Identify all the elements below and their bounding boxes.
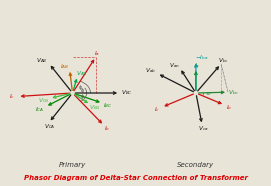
- Text: Primary: Primary: [59, 162, 86, 168]
- Text: $I_{b}$: $I_{b}$: [226, 103, 233, 112]
- Text: $V_{CN}$: $V_{CN}$: [38, 96, 50, 105]
- Text: Secondary: Secondary: [177, 162, 214, 168]
- Text: $V_{AB}$: $V_{AB}$: [36, 57, 47, 65]
- Text: $V_{BN}$: $V_{BN}$: [89, 103, 101, 111]
- Text: Phasor Diagram of Delta-Star Connection of Transformer: Phasor Diagram of Delta-Star Connection …: [24, 175, 247, 181]
- Text: 30°: 30°: [206, 92, 213, 96]
- Text: ϕ: ϕ: [79, 85, 82, 90]
- Text: $V_{ca}$: $V_{ca}$: [198, 124, 209, 133]
- Text: $V_{BC}$: $V_{BC}$: [121, 89, 132, 97]
- Text: ϕ: ϕ: [81, 88, 84, 93]
- Text: $I_{c}$: $I_{c}$: [154, 106, 160, 114]
- Text: $I_{a}$: $I_{a}$: [194, 61, 200, 70]
- Text: $-I_{ba}$: $-I_{ba}$: [195, 53, 208, 62]
- Text: $I_{c}$: $I_{c}$: [9, 92, 15, 101]
- Text: $I_{CA}$: $I_{CA}$: [36, 105, 45, 113]
- Text: $I_{a}$: $I_{a}$: [94, 49, 100, 58]
- Text: $V_{bc}$: $V_{bc}$: [218, 56, 229, 65]
- Text: $V_{ab}$: $V_{ab}$: [145, 67, 156, 76]
- Text: $I_{BC}$: $I_{BC}$: [103, 101, 112, 110]
- Text: $V_{CA}$: $V_{CA}$: [44, 122, 56, 131]
- Text: $V_{AN}$: $V_{AN}$: [76, 69, 88, 78]
- Text: $I_{AB}$: $I_{AB}$: [60, 62, 69, 71]
- Text: $I_{b}$: $I_{b}$: [104, 124, 110, 133]
- Text: $V_{bn}$: $V_{bn}$: [228, 88, 239, 97]
- Text: ϕ: ϕ: [81, 94, 84, 99]
- Text: $V_{an}$: $V_{an}$: [169, 61, 179, 70]
